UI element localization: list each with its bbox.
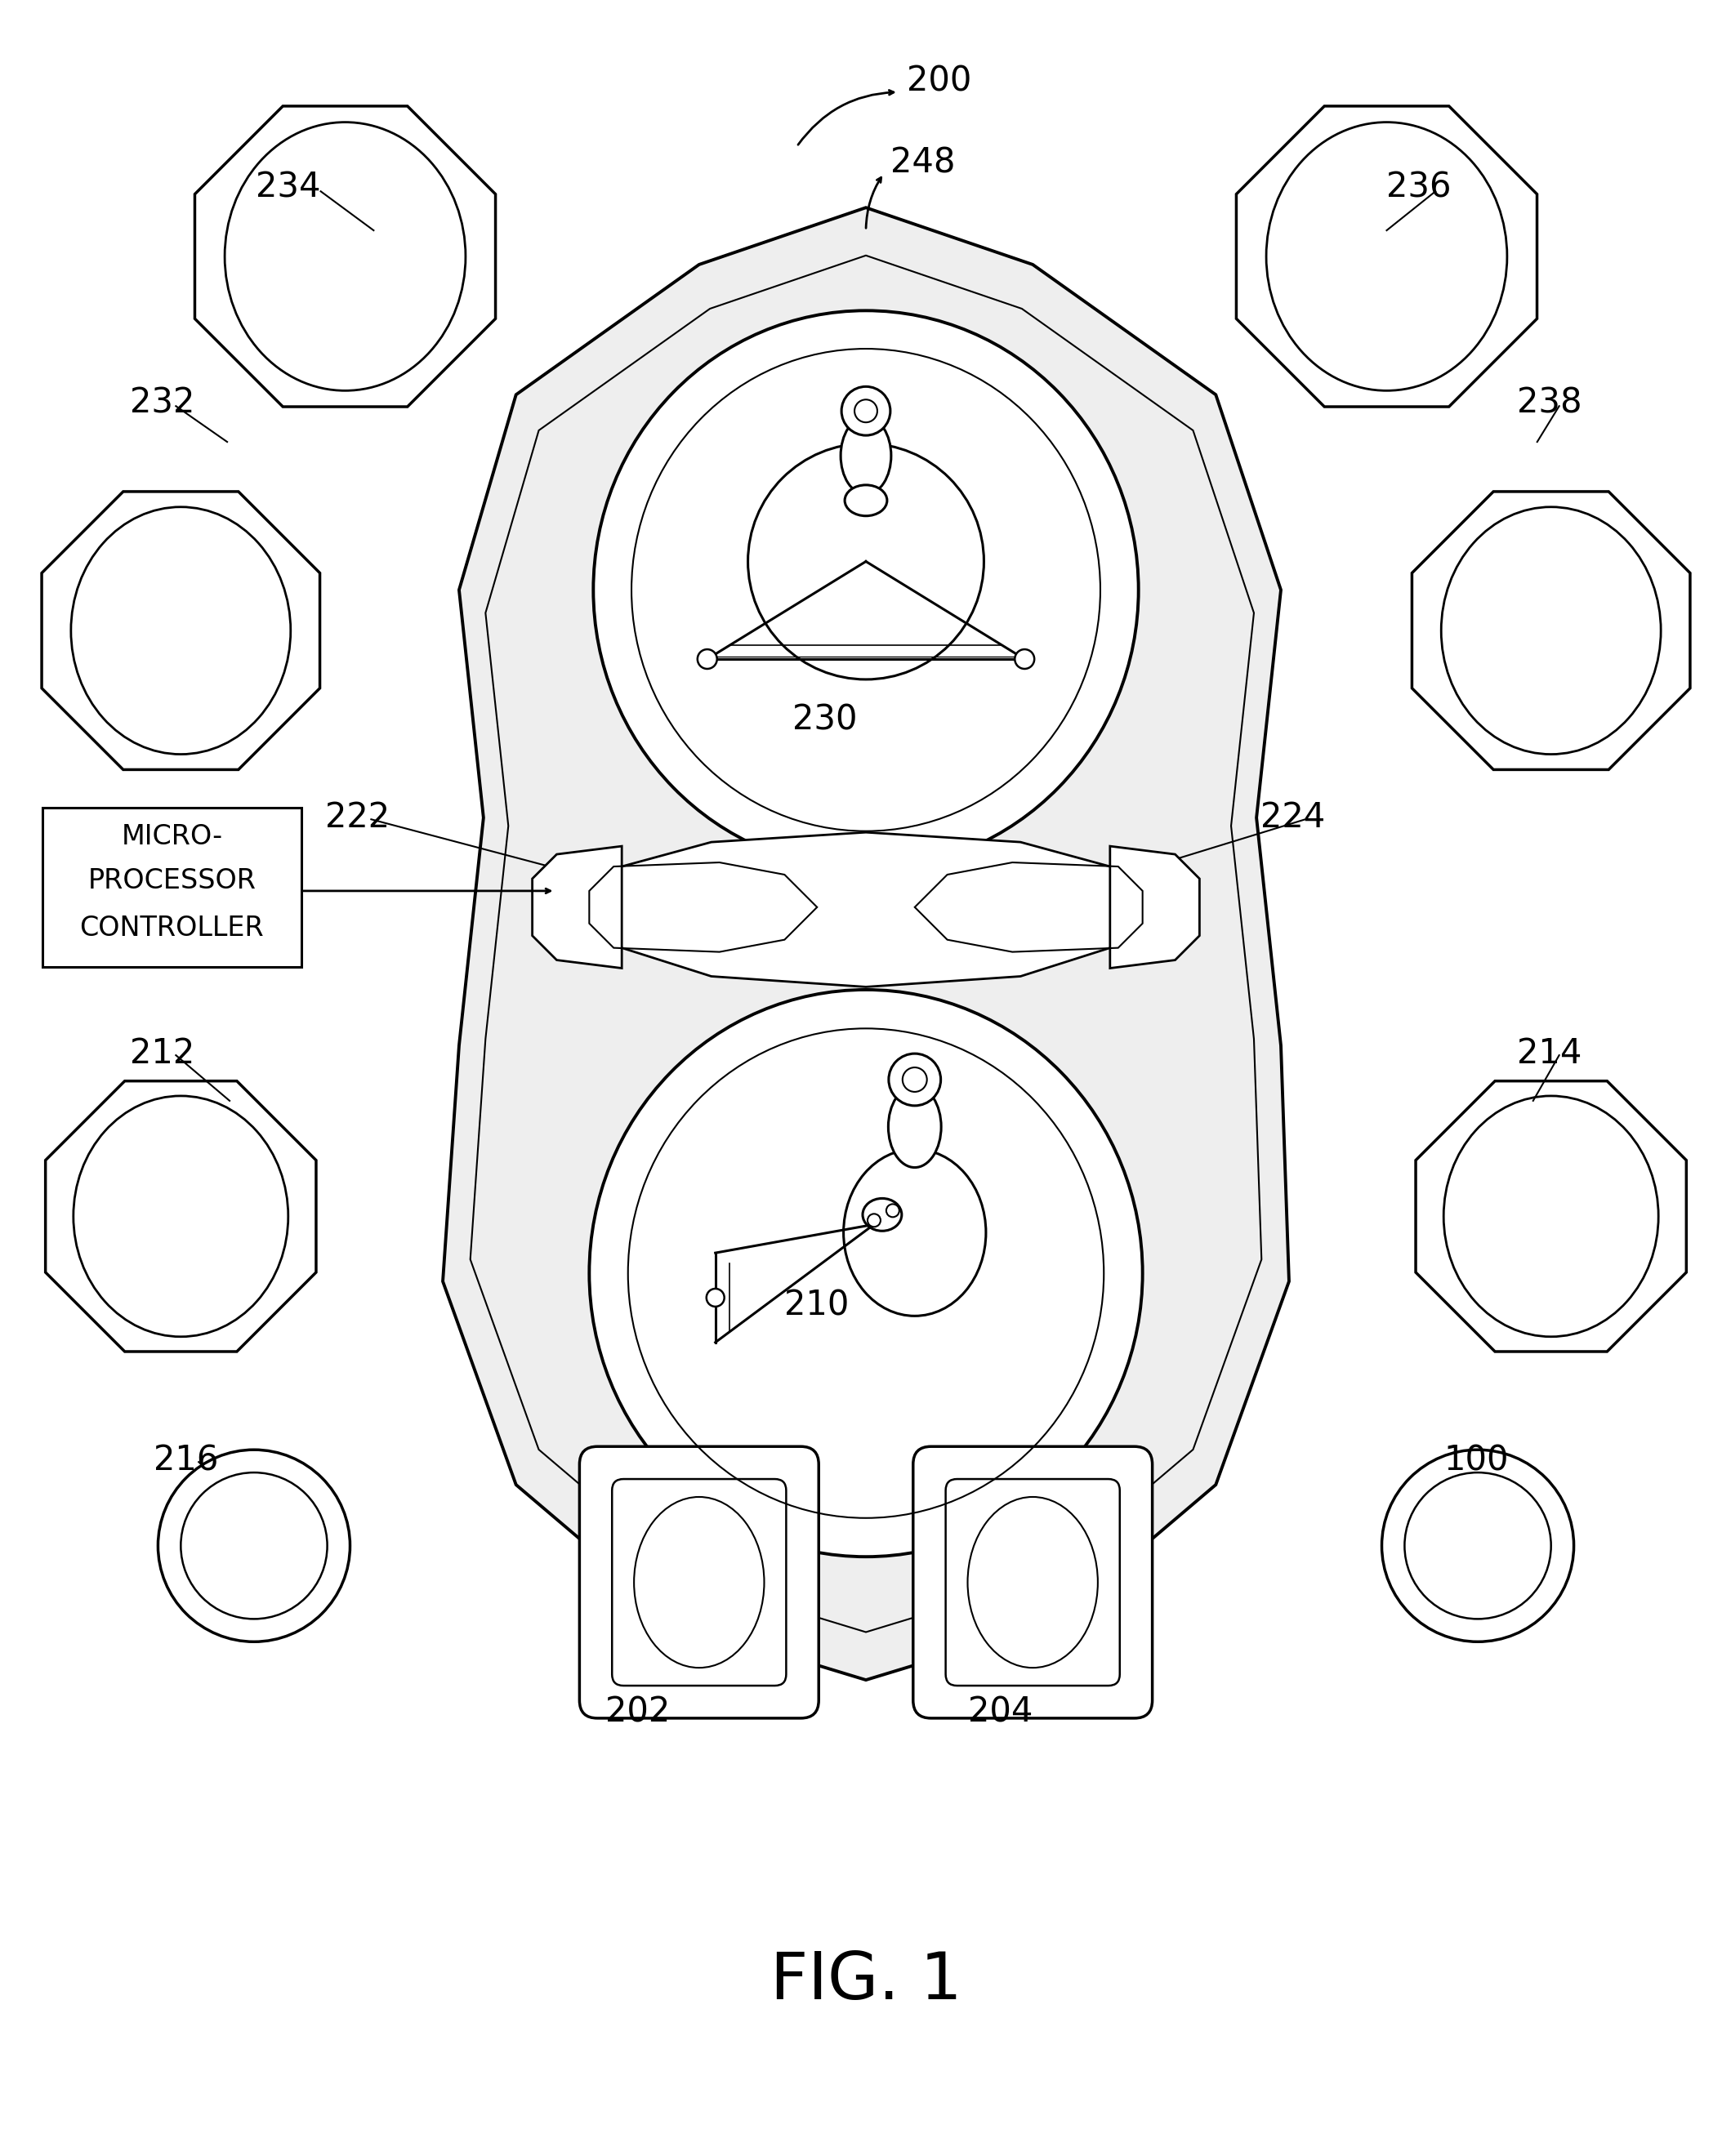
Text: 230: 230 [793, 703, 857, 737]
Polygon shape [42, 492, 320, 770]
Text: 214: 214 [1516, 1037, 1582, 1072]
Polygon shape [45, 1080, 317, 1352]
Ellipse shape [594, 310, 1139, 869]
Polygon shape [601, 832, 1130, 987]
Text: MICRO-: MICRO- [121, 824, 223, 849]
FancyBboxPatch shape [580, 1447, 819, 1718]
Ellipse shape [888, 1087, 942, 1169]
Text: 202: 202 [606, 1695, 670, 1729]
Ellipse shape [589, 990, 1142, 1557]
Polygon shape [1236, 106, 1537, 407]
Text: 222: 222 [325, 800, 389, 834]
Text: 224: 224 [1260, 800, 1326, 834]
Ellipse shape [862, 1199, 902, 1231]
Text: 234: 234 [256, 170, 320, 205]
FancyBboxPatch shape [912, 1447, 1153, 1718]
Text: 232: 232 [130, 386, 194, 420]
Circle shape [158, 1449, 350, 1641]
Circle shape [698, 649, 717, 668]
Circle shape [886, 1203, 900, 1218]
Ellipse shape [845, 485, 886, 515]
Ellipse shape [841, 416, 891, 494]
Text: PROCESSOR: PROCESSOR [88, 867, 256, 895]
Circle shape [1381, 1449, 1573, 1641]
Ellipse shape [843, 1149, 987, 1315]
Polygon shape [533, 845, 621, 968]
Polygon shape [1110, 845, 1200, 968]
Text: 216: 216 [154, 1442, 218, 1477]
Circle shape [888, 1054, 940, 1106]
Polygon shape [1416, 1080, 1686, 1352]
Text: 212: 212 [130, 1037, 194, 1072]
Polygon shape [196, 106, 495, 407]
Circle shape [706, 1289, 724, 1307]
Circle shape [1014, 649, 1035, 668]
Text: 248: 248 [890, 147, 956, 179]
Text: 204: 204 [968, 1695, 1032, 1729]
Polygon shape [443, 207, 1290, 1680]
Circle shape [867, 1214, 881, 1227]
Polygon shape [1412, 492, 1689, 770]
FancyBboxPatch shape [43, 808, 301, 966]
Text: 210: 210 [784, 1289, 850, 1324]
Text: 200: 200 [907, 65, 971, 99]
Circle shape [841, 386, 890, 436]
Text: 236: 236 [1387, 170, 1452, 205]
Text: CONTROLLER: CONTROLLER [80, 914, 265, 942]
Text: FIG. 1: FIG. 1 [770, 1949, 962, 2014]
Text: 100: 100 [1444, 1442, 1508, 1477]
Text: 238: 238 [1516, 386, 1582, 420]
